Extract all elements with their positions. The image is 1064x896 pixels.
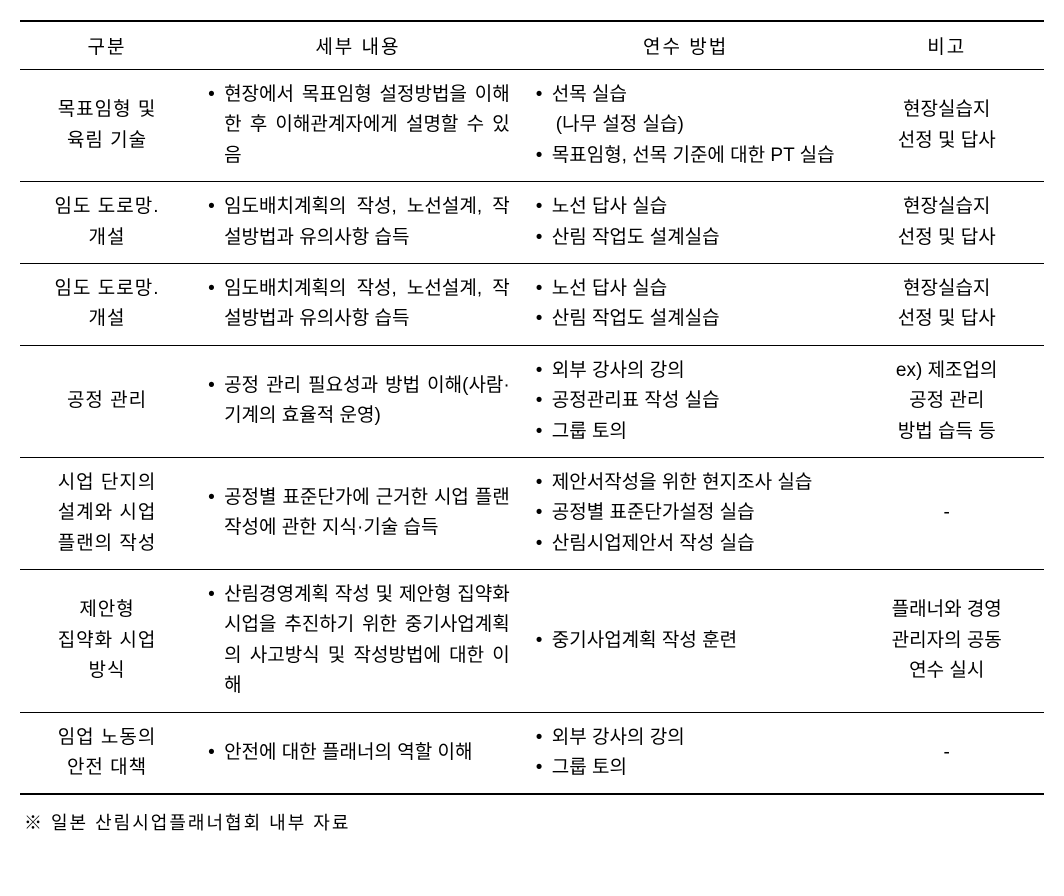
- list-item: 노선 답사 실습: [534, 274, 838, 304]
- list-item: 산림경영계획 작성 및 제안형 집약화 시업을 추진하기 위한 중기사업계획의 …: [206, 580, 510, 702]
- list-item: 제안서작성을 위한 현지조사 실습: [534, 468, 838, 498]
- cell-note: -: [849, 457, 1044, 569]
- cell-note: 현장실습지선정 및 답사: [849, 263, 1044, 345]
- list-item: 현장에서 목표임형 설정방법을 이해한 후 이해관계자에게 설명할 수 있음: [206, 80, 510, 171]
- cell-detail: 임도배치계획의 작성, 노선설계, 작설방법과 유의사항 습득: [194, 182, 522, 264]
- list-item: 안전에 대한 플래너의 역할 이해: [206, 738, 510, 768]
- header-category: 구분: [20, 21, 194, 70]
- list-item: 공정관리표 작성 실습: [534, 386, 838, 416]
- list-item: 외부 강사의 강의: [534, 356, 838, 386]
- list-item: 목표임형, 선목 기준에 대한 PT 실습: [534, 141, 838, 171]
- header-method: 연수 방법: [522, 21, 850, 70]
- list-item: 공정 관리 필요성과 방법 이해(사람·기계의 효율적 운영): [206, 371, 510, 432]
- table-row: 임업 노동의안전 대책 안전에 대한 플래너의 역할 이해 외부 강사의 강의그룹 …: [20, 712, 1044, 794]
- cell-detail: 공정별 표준단가에 근거한 시업 플랜 작성에 관한 지식·기술 습득: [194, 457, 522, 569]
- list-item: 공정별 표준단가설정 실습: [534, 498, 838, 528]
- table-row: 제안형집약화 시업방식산림경영계획 작성 및 제안형 집약화 시업을 추진하기 …: [20, 570, 1044, 713]
- cell-method: 외부 강사의 강의공정관리표 작성 실습그룹 토의: [522, 345, 850, 457]
- list-item: 산림 작업도 설계실습: [534, 304, 838, 334]
- cell-note: 현장실습지선정 및 답사: [849, 70, 1044, 182]
- cell-note: ex) 제조업의공정 관리방법 습득 등: [849, 345, 1044, 457]
- cell-method: 외부 강사의 강의그룹 토의: [522, 712, 850, 794]
- list-item: 노선 답사 실습: [534, 192, 838, 222]
- cell-category: 제안형집약화 시업방식: [20, 570, 194, 713]
- list-item: 선목 실습: [534, 80, 838, 110]
- cell-category: 임도 도로망.개설: [20, 263, 194, 345]
- training-table: 구분 세부 내용 연수 방법 비고 목표임형 및육림 기술현장에서 목표임형 설…: [20, 20, 1044, 795]
- cell-category: 임도 도로망.개설: [20, 182, 194, 264]
- table-row: 임도 도로망.개설임도배치계획의 작성, 노선설계, 작설방법과 유의사항 습득…: [20, 263, 1044, 345]
- cell-category: 시업 단지의설계와 시업플랜의 작성: [20, 457, 194, 569]
- cell-category: 임업 노동의안전 대책: [20, 712, 194, 794]
- table-row: 임도 도로망.개설임도배치계획의 작성, 노선설계, 작설방법과 유의사항 습득…: [20, 182, 1044, 264]
- table-row: 목표임형 및육림 기술현장에서 목표임형 설정방법을 이해한 후 이해관계자에게…: [20, 70, 1044, 182]
- list-item: 임도배치계획의 작성, 노선설계, 작설방법과 유의사항 습득: [206, 192, 510, 253]
- cell-category: 공정 관리: [20, 345, 194, 457]
- table-row: 시업 단지의설계와 시업플랜의 작성공정별 표준단가에 근거한 시업 플랜 작성…: [20, 457, 1044, 569]
- cell-detail: 임도배치계획의 작성, 노선설계, 작설방법과 유의사항 습득: [194, 263, 522, 345]
- cell-method: 제안서작성을 위한 현지조사 실습공정별 표준단가설정 실습산림시업제안서 작성…: [522, 457, 850, 569]
- cell-detail: 안전에 대한 플래너의 역할 이해: [194, 712, 522, 794]
- table-header-row: 구분 세부 내용 연수 방법 비고: [20, 21, 1044, 70]
- cell-method: 노선 답사 실습산림 작업도 설계실습: [522, 182, 850, 264]
- cell-note: 플래너와 경영관리자의 공동연수 실시: [849, 570, 1044, 713]
- table-body: 목표임형 및육림 기술현장에서 목표임형 설정방법을 이해한 후 이해관계자에게…: [20, 70, 1044, 795]
- list-item: 외부 강사의 강의: [534, 723, 838, 753]
- list-item: 중기사업계획 작성 훈련: [534, 626, 838, 656]
- list-item: 산림시업제안서 작성 실습: [534, 529, 838, 559]
- table-row: 공정 관리공정 관리 필요성과 방법 이해(사람·기계의 효율적 운영)외부 강…: [20, 345, 1044, 457]
- cell-method: 중기사업계획 작성 훈련: [522, 570, 850, 713]
- cell-method: 선목 실습(나무 설정 실습)목표임형, 선목 기준에 대한 PT 실습: [522, 70, 850, 182]
- list-item: 산림 작업도 설계실습: [534, 223, 838, 253]
- cell-category: 목표임형 및육림 기술: [20, 70, 194, 182]
- cell-note: -: [849, 712, 1044, 794]
- header-note: 비고: [849, 21, 1044, 70]
- list-item: 그룹 토의: [534, 753, 838, 783]
- cell-detail: 현장에서 목표임형 설정방법을 이해한 후 이해관계자에게 설명할 수 있음: [194, 70, 522, 182]
- cell-detail: 공정 관리 필요성과 방법 이해(사람·기계의 효율적 운영): [194, 345, 522, 457]
- list-item: 공정별 표준단가에 근거한 시업 플랜 작성에 관한 지식·기술 습득: [206, 483, 510, 544]
- list-item: 그룹 토의: [534, 417, 838, 447]
- footnote: ※ 일본 산림시업플래너협회 내부 자료: [20, 809, 1044, 835]
- cell-method: 노선 답사 실습산림 작업도 설계실습: [522, 263, 850, 345]
- list-item: (나무 설정 실습): [534, 110, 838, 140]
- cell-detail: 산림경영계획 작성 및 제안형 집약화 시업을 추진하기 위한 중기사업계획의 …: [194, 570, 522, 713]
- list-item: 임도배치계획의 작성, 노선설계, 작설방법과 유의사항 습득: [206, 274, 510, 335]
- cell-note: 현장실습지선정 및 답사: [849, 182, 1044, 264]
- header-detail: 세부 내용: [194, 21, 522, 70]
